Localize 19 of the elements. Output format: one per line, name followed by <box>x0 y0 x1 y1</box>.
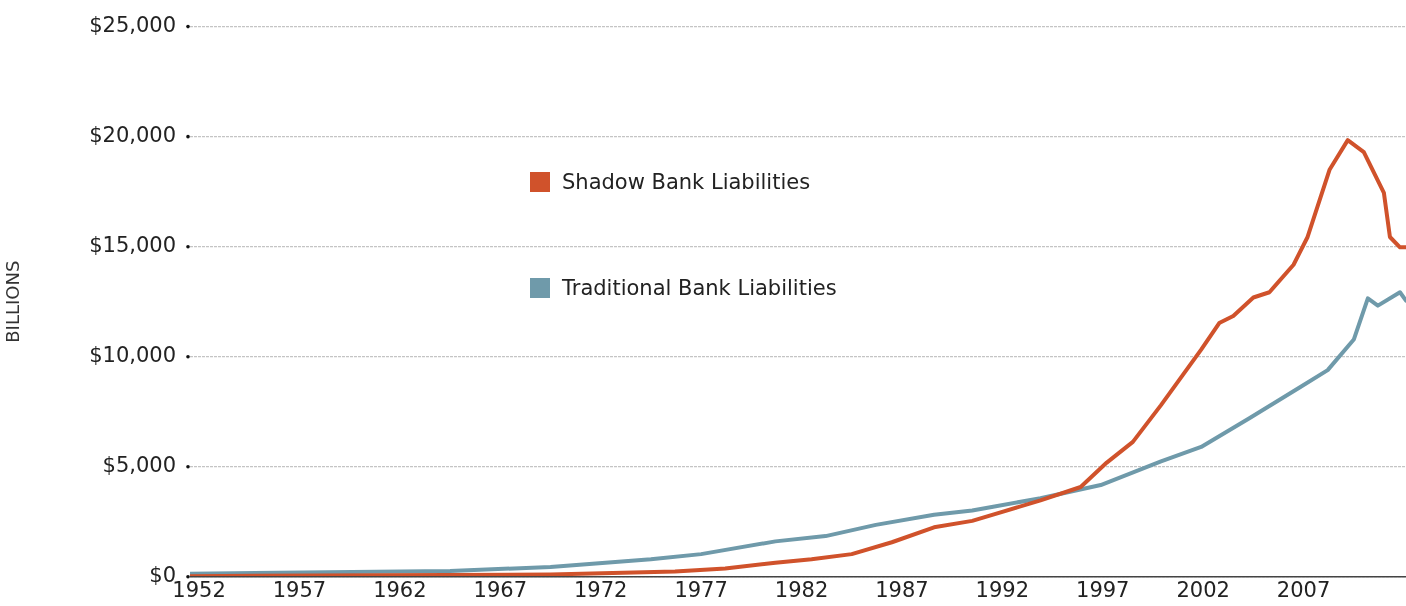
x-tick-label: 1957 <box>272 577 327 602</box>
legend-label: Shadow Bank Liabilities <box>562 170 811 194</box>
x-tick-label: 2007 <box>1276 577 1331 602</box>
x-tick-label: 1982 <box>774 577 829 602</box>
y-tick-label: $25,000 <box>89 13 176 38</box>
y-tick-label: $15,000 <box>89 233 176 258</box>
x-tick-label: 1987 <box>875 577 929 602</box>
y-tick-label: $20,000 <box>89 123 176 148</box>
y-tick-label: $5,000 <box>102 453 176 478</box>
x-tick-label: 1977 <box>674 577 728 602</box>
x-tick-label: 1962 <box>373 577 427 602</box>
x-tick-label: 1997 <box>1076 577 1130 602</box>
x-tick-label: 1992 <box>975 577 1030 602</box>
x-tick-label: 1972 <box>573 577 628 602</box>
y-tick-label: $10,000 <box>89 343 176 368</box>
x-tick-label: 1967 <box>473 577 527 602</box>
legend-label: Traditional Bank Liabilities <box>562 276 837 300</box>
y-axis-title: BILLIONS <box>2 260 24 343</box>
x-tick-label: 2002 <box>1176 577 1230 602</box>
